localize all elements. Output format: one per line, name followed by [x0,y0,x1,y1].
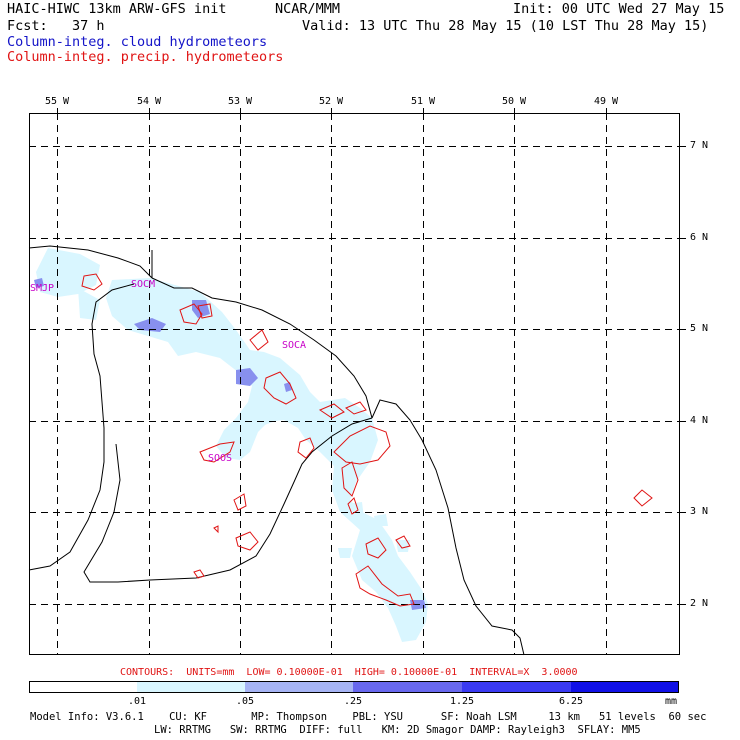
cloud-shading-light [36,248,428,642]
lon-label-54w: 54 W [137,96,162,107]
frame-ticks [57,108,686,605]
station-socm: SOCM [131,279,156,290]
precip-contours [81,273,653,607]
model-info-line1: Model Info: V3.6.1 CU: KF MP: Thompson P… [30,711,707,723]
lon-label-52w: 52 W [319,96,344,107]
legend-swatch-4 [462,681,571,693]
legend-tick-4: 6.25 [559,696,584,707]
legend-tick-0: .01 [128,696,147,707]
legend-swatch-2 [245,681,353,693]
lat-label-2n: 2 N [690,598,709,609]
model-info-line2: LW: RRTMG SW: RRTMG DIFF: full KM: 2D Sm… [154,724,641,736]
lat-label-3n: 3 N [690,506,709,517]
lat-label-6n: 6 N [690,232,709,243]
lon-label-49w: 49 W [594,96,619,107]
station-smjp: SMJP [30,283,55,294]
init-time: Init: 00 UTC Wed 27 May 15 [513,1,725,17]
lon-label-50w: 50 W [502,96,527,107]
station-soos: SOOS [208,453,233,464]
legend-tick-2: .25 [344,696,363,707]
lon-label-53w: 53 W [228,96,253,107]
legend-tick-1: .05 [236,696,255,707]
lat-lon-grid [29,113,680,655]
legend-swatch-3 [353,681,462,693]
coastline [28,245,525,656]
valid-time: Valid: 13 UTC Thu 28 May 15 (10 LST Thu … [302,18,709,34]
lat-label-4n: 4 N [690,415,709,426]
lon-label-55w: 55 W [45,96,70,107]
lat-label-7n: 7 N [690,140,709,151]
legend-unit: mm [665,696,678,707]
legend-frame [29,681,679,693]
cloud-field-title: Column-integ. cloud hydrometeors [7,34,268,50]
org-label: NCAR/MMM [275,1,341,17]
map-frame [29,113,680,655]
precip-field-title: Column-integ. precip. hydrometeors [7,49,284,65]
legend-tick-3: 1.25 [450,696,475,707]
legend-swatch-0 [29,681,137,693]
model-title: HAIC-HIWC 13km ARW-GFS init [7,1,227,17]
legend-swatch-1 [137,681,245,693]
forecast-hour: Fcst: 37 h [7,18,105,34]
lon-label-51w: 51 W [411,96,436,107]
legend-swatch-5 [571,681,679,693]
station-soca: SOCA [282,340,307,351]
lat-label-5n: 5 N [690,323,709,334]
contours-info: CONTOURS: UNITS=mm LOW= 0.10000E-01 HIGH… [120,667,578,678]
